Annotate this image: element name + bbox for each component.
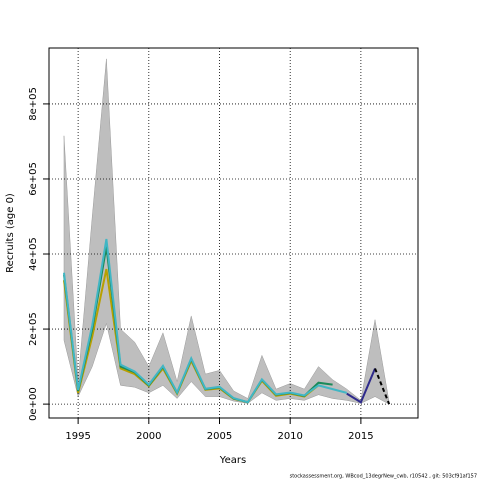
x-tick-label: 2015 <box>348 431 373 442</box>
x-tick-label: 2010 <box>277 431 302 442</box>
y-axis-label: Recruits (age 0) <box>5 193 16 273</box>
y-tick-label: 4e+05 <box>28 237 39 271</box>
series-line <box>374 368 391 405</box>
series-line <box>62 238 348 404</box>
plot-frame <box>48 47 419 419</box>
y-tick-label: 2e+05 <box>28 312 39 346</box>
y-tick-label: 0e+00 <box>28 387 39 421</box>
footer: stockassessment.org, WBcod_13degrNew_cwb… <box>290 474 477 480</box>
y-tick-label: 6e+05 <box>28 162 39 196</box>
x-tick-label: 1995 <box>65 431 90 442</box>
x-tick-label: 2000 <box>136 431 161 442</box>
x-tick-label: 2005 <box>207 431 232 442</box>
confidence-band <box>63 58 390 405</box>
series-line <box>346 368 376 404</box>
x-axis-label: Years <box>219 455 246 466</box>
y-tick-label: 8e+05 <box>28 87 39 121</box>
